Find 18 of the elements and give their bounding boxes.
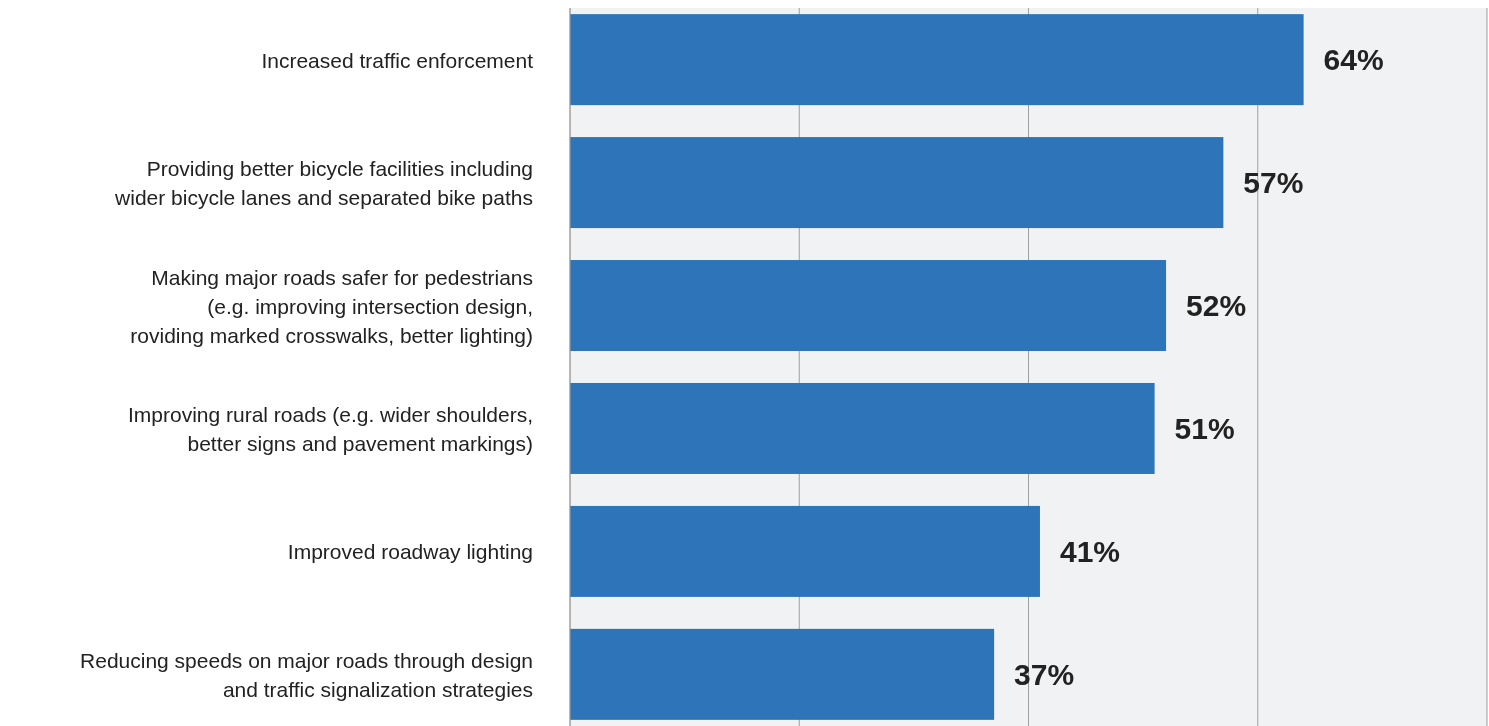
data-label: 57%: [1243, 166, 1304, 200]
y-tick-label: Providing better bicycle facilities including wider bicycle lanes and separated bike paths: [114, 156, 533, 209]
data-label: 51%: [1174, 411, 1235, 445]
y-tick-label: Making major roads safer for pedestrians (e.g. improving intersection design, roviding marked crosswalks, better lighting): [130, 265, 533, 347]
bar: [570, 14, 1304, 106]
bar: [570, 628, 995, 720]
bar: [570, 382, 1155, 474]
data-label: 64%: [1323, 43, 1384, 77]
y-tick-label: Improving rural roads (e.g. wider shoulders, better signs and pavement markings): [127, 402, 533, 455]
data-label: 52%: [1186, 289, 1247, 323]
data-label: 41%: [1059, 534, 1121, 568]
data-label: 37%: [1014, 657, 1075, 691]
y-tick-label: Increased traffic enforcement: [261, 48, 534, 72]
bar: [570, 260, 1167, 352]
y-tick-label: Improved roadway lighting: [287, 539, 533, 563]
y-tick-label: Reducing speeds on major roads through design and traffic signalization strategies: [80, 648, 533, 701]
bar: [570, 137, 1224, 229]
bar: [570, 505, 1040, 597]
